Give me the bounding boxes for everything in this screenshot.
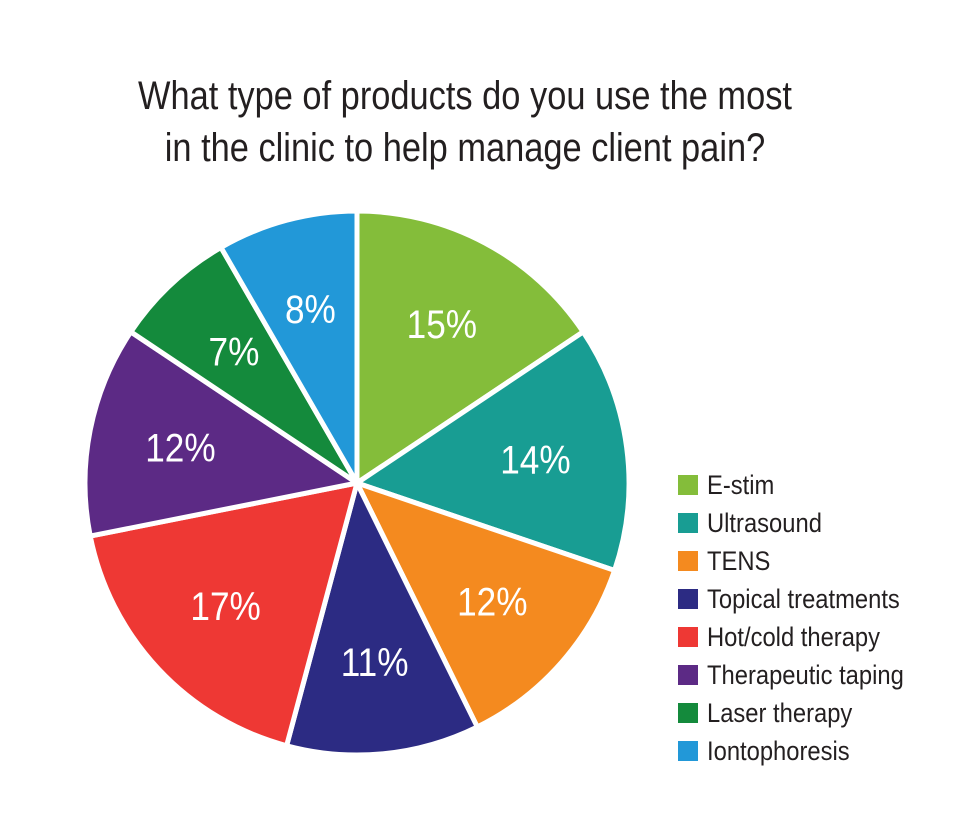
legend-label: Topical treatments [707,583,900,614]
slice-value-label: 12% [145,426,215,471]
legend-swatch [678,627,698,647]
legend-item-tens: TENS [678,542,931,580]
pie-slice-ultrasound [354,329,632,573]
pie-slice-tens [354,480,618,730]
legend-label: E-stim [707,469,775,500]
legend: E-stim Ultrasound TENS Topical treatments Ho… [678,466,931,770]
legend-label: TENS [707,545,771,576]
legend-swatch [678,741,698,761]
pie-slice-therapeutic-taping [82,329,360,539]
legend-item-therapeutic-taping: Therapeutic taping [678,656,931,694]
legend-label: Ultrasound [707,507,822,538]
legend-swatch [678,665,698,685]
legend-label: Iontophoresis [707,735,850,766]
legend-swatch [678,589,698,609]
slice-value-label: 7% [209,329,260,374]
slice-value-label: 11% [341,640,409,685]
slice-value-label: 12% [457,579,527,624]
chart-title: What type of products do you use the mos… [65,70,865,174]
pie-slice-laser-therapy [128,244,360,486]
legend-item-iontophoresis: Iontophoresis [678,732,931,770]
legend-swatch [678,475,698,495]
chart-title-line-2: in the clinic to help manage client pain… [164,126,766,170]
chart-title-line-1: What type of products do you use the mos… [138,74,792,118]
slice-value-label: 14% [500,437,570,482]
legend-item-ultrasound: Ultrasound [678,504,931,542]
slice-value-label: 8% [285,287,336,332]
slice-value-label: 17% [190,584,260,629]
slice-value-label: 15% [407,302,477,347]
legend-item-topical-treatments: Topical treatments [678,580,931,618]
legend-label: Hot/cold therapy [707,621,881,652]
legend-label: Laser therapy [707,697,853,728]
pie-slice-e-stim [354,208,586,486]
legend-swatch [678,703,698,723]
legend-label: Therapeutic taping [707,659,904,690]
pie-slice-iontophoresis [218,208,360,486]
legend-swatch [678,513,698,533]
legend-item-e-stim: E-stim [678,466,931,504]
legend-swatch [678,551,698,571]
legend-item-hot-cold-therapy: Hot/cold therapy [678,618,931,656]
pie-slice-topical-treatments [284,480,480,758]
pie-slice-hot-cold-therapy [87,480,360,749]
legend-item-laser-therapy: Laser therapy [678,694,931,732]
